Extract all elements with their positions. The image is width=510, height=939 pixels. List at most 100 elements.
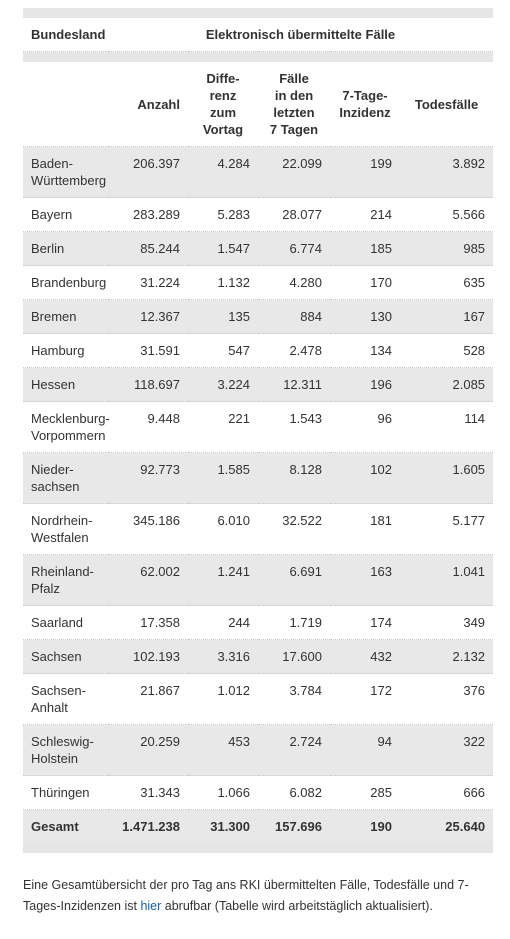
cell-value: 85.244 bbox=[108, 231, 188, 266]
state-name: Brandenburg bbox=[23, 265, 108, 300]
separator-row bbox=[23, 51, 494, 62]
cell-value: 244 bbox=[188, 605, 258, 640]
cell-value: 432 bbox=[330, 639, 400, 674]
cell-value: 96 bbox=[330, 401, 400, 453]
cell-value: 20.259 bbox=[108, 724, 188, 776]
cell-value: 547 bbox=[188, 333, 258, 368]
separator bbox=[23, 51, 494, 62]
cell-value: 6.691 bbox=[258, 554, 330, 606]
state-name: Hamburg bbox=[23, 333, 108, 368]
data-row: Thüringen 31.343 1.066 6.082 285 666 bbox=[23, 775, 494, 810]
cell-value: 666 bbox=[400, 775, 494, 810]
data-row: Brandenburg 31.224 1.132 4.280 170 635 bbox=[23, 265, 494, 300]
state-name: Nieder- sachsen bbox=[23, 452, 108, 504]
cell-value: 199 bbox=[330, 146, 400, 198]
header-row: Bundesland Elektronisch übermittelte Fäll… bbox=[23, 18, 494, 52]
total-value: 190 bbox=[330, 809, 400, 843]
cell-value: 102.193 bbox=[108, 639, 188, 674]
footnote-text: abrufbar (Tabelle wird arbeitstäglich ak… bbox=[161, 899, 433, 913]
data-row: Bremen 12.367 135 884 130 167 bbox=[23, 299, 494, 334]
cell-value: 1.547 bbox=[188, 231, 258, 266]
total-value: 31.300 bbox=[188, 809, 258, 843]
cell-value: 92.773 bbox=[108, 452, 188, 504]
cell-value: 62.002 bbox=[108, 554, 188, 606]
cell-value: 214 bbox=[330, 197, 400, 232]
cell-value: 345.186 bbox=[108, 503, 188, 555]
state-name: Bremen bbox=[23, 299, 108, 334]
data-row: Nordrhein- Westfalen 345.186 6.010 32.522 18… bbox=[23, 503, 494, 555]
state-name: Mecklenburg- Vorpommern bbox=[23, 401, 110, 453]
data-row: Berlin 85.244 1.547 6.774 185 985 bbox=[23, 231, 494, 266]
footnote: Eine Gesamtübersicht der pro Tag ans RKI… bbox=[23, 875, 493, 917]
cell-value: 31.591 bbox=[108, 333, 188, 368]
cell-value: 6.082 bbox=[258, 775, 330, 810]
cell-value: 5.177 bbox=[400, 503, 494, 555]
cell-value: 1.543 bbox=[258, 401, 330, 453]
state-name: Bayern bbox=[23, 197, 108, 232]
total-label: Gesamt bbox=[23, 809, 108, 843]
cell-value: 9.448 bbox=[108, 401, 188, 453]
footnote-text: Eine Gesamtübersicht der pro Tag ans RKI… bbox=[23, 878, 469, 913]
cell-value: 1.585 bbox=[188, 452, 258, 504]
cell-value: 5.566 bbox=[400, 197, 494, 232]
cell-value: 6.010 bbox=[188, 503, 258, 555]
cell-value: 118.697 bbox=[108, 367, 188, 402]
state-name: Saarland bbox=[23, 605, 108, 640]
cell-value: 635 bbox=[400, 265, 494, 300]
cell-value: 8.128 bbox=[258, 452, 330, 504]
cell-value: 5.283 bbox=[188, 197, 258, 232]
cell-value: 884 bbox=[258, 299, 330, 334]
data-row: Baden- Württemberg 206.397 4.284 22.099 199 3… bbox=[23, 146, 494, 198]
cell-value: 21.867 bbox=[108, 673, 188, 725]
state-name: Schleswig- Holstein bbox=[23, 724, 108, 776]
total-value: 25.640 bbox=[400, 809, 494, 843]
cell-value: 4.280 bbox=[258, 265, 330, 300]
state-name: Baden- Württemberg bbox=[23, 146, 108, 198]
cell-value: 2.132 bbox=[400, 639, 494, 674]
cell-value: 3.224 bbox=[188, 367, 258, 402]
case-table: Bundesland Elektronisch übermittelte Fäll… bbox=[23, 18, 494, 843]
total-value: 1.471.238 bbox=[108, 809, 188, 843]
cell-value: 1.719 bbox=[258, 605, 330, 640]
cell-value: 174 bbox=[330, 605, 400, 640]
header-row: Anzahl Diffe- renz zum Vortag Fälle in den… bbox=[23, 62, 494, 147]
cell-value: 172 bbox=[330, 673, 400, 725]
data-row: Sachsen 102.193 3.316 17.600 432 2.132 bbox=[23, 639, 494, 674]
cell-value: 181 bbox=[330, 503, 400, 555]
cell-value: 17.358 bbox=[108, 605, 188, 640]
cell-value: 285 bbox=[330, 775, 400, 810]
cell-value: 167 bbox=[400, 299, 494, 334]
cell-value: 283.289 bbox=[108, 197, 188, 232]
cell-value: 3.892 bbox=[400, 146, 494, 198]
top-bar bbox=[23, 8, 493, 18]
cell-value: 28.077 bbox=[258, 197, 330, 232]
column-header: 7-Tage- Inzidenz bbox=[330, 62, 400, 147]
cell-value: 170 bbox=[330, 265, 400, 300]
cell-value: 1.041 bbox=[400, 554, 494, 606]
table-body: Bundesland Elektronisch übermittelte Fäll… bbox=[23, 18, 494, 843]
state-name: Nordrhein- Westfalen bbox=[23, 503, 108, 555]
cell-value: 94 bbox=[330, 724, 400, 776]
cell-value: 349 bbox=[400, 605, 494, 640]
state-name: Sachsen bbox=[23, 639, 108, 674]
cell-value: 985 bbox=[400, 231, 494, 266]
data-row: Nieder- sachsen 92.773 1.585 8.128 102 1.605 bbox=[23, 452, 494, 504]
data-row: Rheinland- Pfalz 62.002 1.241 6.691 163 1.041 bbox=[23, 554, 494, 606]
state-name: Thüringen bbox=[23, 775, 108, 810]
state-name: Rheinland- Pfalz bbox=[23, 554, 108, 606]
cell-value: 1.241 bbox=[188, 554, 258, 606]
cell-value: 31.224 bbox=[108, 265, 188, 300]
data-row: Hamburg 31.591 547 2.478 134 528 bbox=[23, 333, 494, 368]
cell-value: 6.774 bbox=[258, 231, 330, 266]
column-header: Diffe- renz zum Vortag bbox=[188, 62, 258, 147]
column-header: Anzahl bbox=[108, 62, 188, 147]
cell-value: 185 bbox=[330, 231, 400, 266]
column-header: Todesfälle bbox=[400, 62, 494, 147]
footnote-link[interactable]: hier bbox=[140, 899, 162, 913]
total-value: 157.696 bbox=[258, 809, 330, 843]
total-row: Gesamt 1.471.238 31.300 157.696 190 25.640 bbox=[23, 809, 494, 843]
cell-value: 1.132 bbox=[188, 265, 258, 300]
state-name: Berlin bbox=[23, 231, 108, 266]
state-name: Hessen bbox=[23, 367, 108, 402]
